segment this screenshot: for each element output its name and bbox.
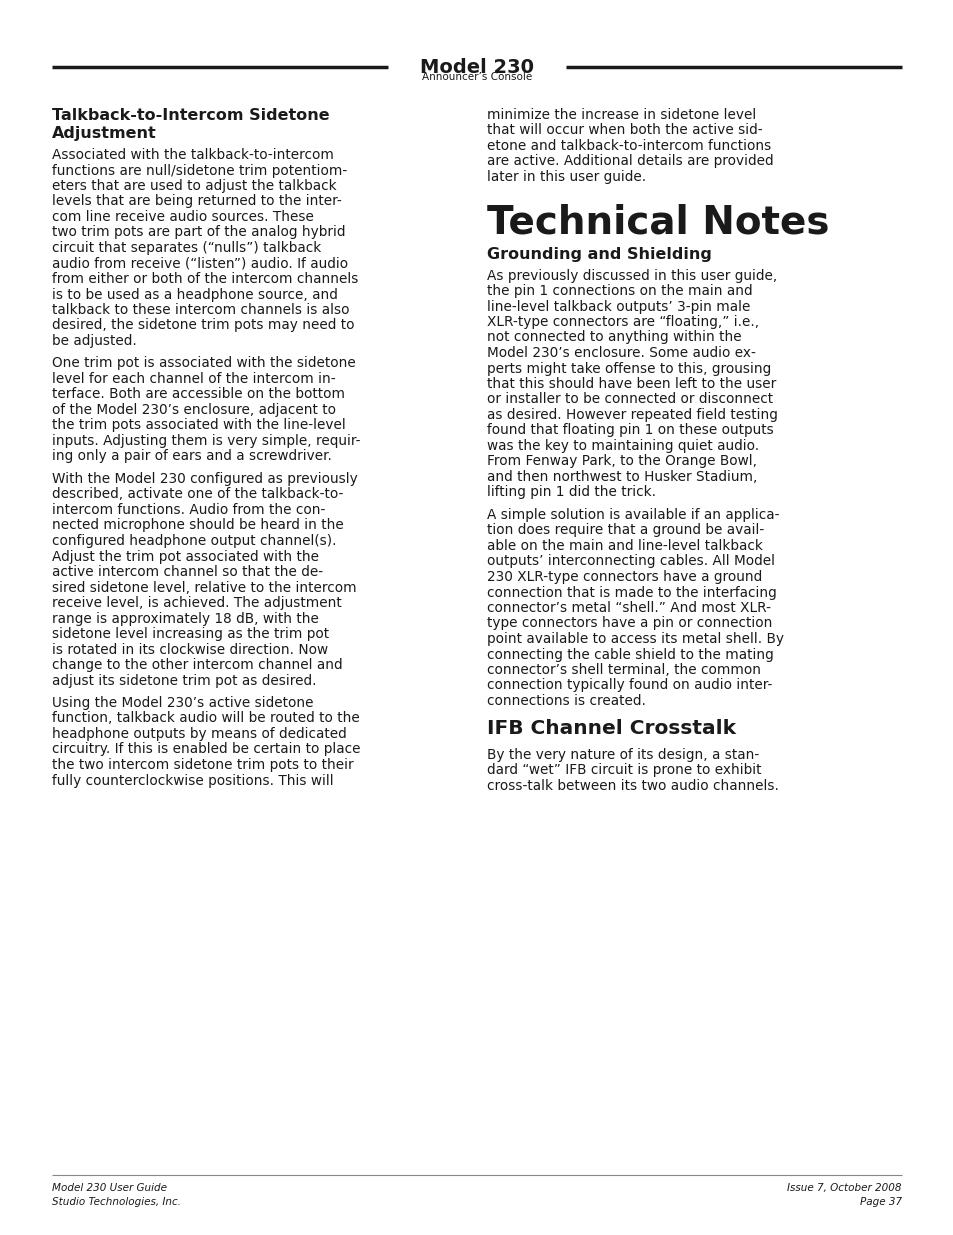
Text: XLR-type connectors are “floating,” i.e.,: XLR-type connectors are “floating,” i.e.… [486,315,759,329]
Text: as desired. However repeated field testing: as desired. However repeated field testi… [486,408,777,422]
Text: Model 230’s enclosure. Some audio ex-: Model 230’s enclosure. Some audio ex- [486,346,755,359]
Text: the two intercom sidetone trim pots to their: the two intercom sidetone trim pots to t… [52,758,354,772]
Text: A simple solution is available if an applica-: A simple solution is available if an app… [486,508,779,522]
Text: perts might take offense to this, grousing: perts might take offense to this, grousi… [486,362,770,375]
Text: inputs. Adjusting them is very simple, requir-: inputs. Adjusting them is very simple, r… [52,433,360,448]
Text: connection that is made to the interfacing: connection that is made to the interfaci… [486,585,776,599]
Text: minimize the increase in sidetone level: minimize the increase in sidetone level [486,107,756,122]
Text: able on the main and line-level talkback: able on the main and line-level talkback [486,538,762,553]
Text: configured headphone output channel(s).: configured headphone output channel(s). [52,534,336,548]
Text: By the very nature of its design, a stan-: By the very nature of its design, a stan… [486,747,759,762]
Text: Page 37: Page 37 [859,1197,901,1207]
Text: line-level talkback outputs’ 3-pin male: line-level talkback outputs’ 3-pin male [486,300,750,314]
Text: two trim pots are part of the analog hybrid: two trim pots are part of the analog hyb… [52,226,345,240]
Text: One trim pot is associated with the sidetone: One trim pot is associated with the side… [52,357,355,370]
Text: As previously discussed in this user guide,: As previously discussed in this user gui… [486,268,777,283]
Text: is to be used as a headphone source, and: is to be used as a headphone source, and [52,288,337,301]
Text: that will occur when both the active sid-: that will occur when both the active sid… [486,124,761,137]
Text: later in this user guide.: later in this user guide. [486,170,645,184]
Text: ing only a pair of ears and a screwdriver.: ing only a pair of ears and a screwdrive… [52,450,332,463]
Text: function, talkback audio will be routed to the: function, talkback audio will be routed … [52,711,359,725]
Text: outputs’ interconnecting cables. All Model: outputs’ interconnecting cables. All Mod… [486,555,774,568]
Text: that this should have been left to the user: that this should have been left to the u… [486,377,776,391]
Text: is rotated in its clockwise direction. Now: is rotated in its clockwise direction. N… [52,642,328,657]
Text: fully counterclockwise positions. This will: fully counterclockwise positions. This w… [52,773,334,788]
Text: Associated with the talkback-to-intercom: Associated with the talkback-to-intercom [52,148,334,162]
Text: are active. Additional details are provided: are active. Additional details are provi… [486,154,773,168]
Text: was the key to maintaining quiet audio.: was the key to maintaining quiet audio. [486,438,759,453]
Text: Studio Technologies, Inc.: Studio Technologies, Inc. [52,1197,181,1207]
Text: audio from receive (“listen”) audio. If audio: audio from receive (“listen”) audio. If … [52,257,348,270]
Text: Using the Model 230’s active sidetone: Using the Model 230’s active sidetone [52,697,314,710]
Text: adjust its sidetone trim pot as desired.: adjust its sidetone trim pot as desired. [52,673,316,688]
Text: range is approximately 18 dB, with the: range is approximately 18 dB, with the [52,611,318,625]
Text: eters that are used to adjust the talkback: eters that are used to adjust the talkba… [52,179,336,193]
Text: be adjusted.: be adjusted. [52,333,136,348]
Text: the trim pots associated with the line-level: the trim pots associated with the line-l… [52,419,345,432]
Text: active intercom channel so that the de-: active intercom channel so that the de- [52,564,323,579]
Text: Announcer’s Console: Announcer’s Console [421,72,532,82]
Text: levels that are being returned to the inter-: levels that are being returned to the in… [52,194,341,209]
Text: tion does require that a ground be avail-: tion does require that a ground be avail… [486,524,763,537]
Text: cross-talk between its two audio channels.: cross-talk between its two audio channel… [486,778,778,793]
Text: com line receive audio sources. These: com line receive audio sources. These [52,210,314,224]
Text: described, activate one of the talkback-to-: described, activate one of the talkback-… [52,488,343,501]
Text: IFB Channel Crosstalk: IFB Channel Crosstalk [486,720,735,739]
Text: point available to access its metal shell. By: point available to access its metal shel… [486,632,783,646]
Text: connector’s metal “shell.” And most XLR-: connector’s metal “shell.” And most XLR- [486,601,770,615]
Text: Talkback-to-Intercom Sidetone: Talkback-to-Intercom Sidetone [52,107,330,124]
Text: found that floating pin 1 on these outputs: found that floating pin 1 on these outpu… [486,424,773,437]
Text: Adjust the trim pot associated with the: Adjust the trim pot associated with the [52,550,318,563]
Text: Issue 7, October 2008: Issue 7, October 2008 [786,1183,901,1193]
Text: dard “wet” IFB circuit is prone to exhibit: dard “wet” IFB circuit is prone to exhib… [486,763,760,777]
Text: sidetone level increasing as the trim pot: sidetone level increasing as the trim po… [52,627,329,641]
Text: functions are null/sidetone trim potentiom-: functions are null/sidetone trim potenti… [52,163,347,178]
Text: and then northwest to Husker Stadium,: and then northwest to Husker Stadium, [486,471,757,484]
Text: lifting pin 1 did the trick.: lifting pin 1 did the trick. [486,485,656,499]
Text: Technical Notes: Technical Notes [486,204,828,242]
Text: etone and talkback-to-intercom functions: etone and talkback-to-intercom functions [486,140,770,153]
Text: circuitry. If this is enabled be certain to place: circuitry. If this is enabled be certain… [52,742,360,757]
Text: connections is created.: connections is created. [486,694,645,708]
Text: change to the other intercom channel and: change to the other intercom channel and [52,658,342,672]
Text: desired, the sidetone trim pots may need to: desired, the sidetone trim pots may need… [52,319,355,332]
Text: receive level, is achieved. The adjustment: receive level, is achieved. The adjustme… [52,597,341,610]
Text: Adjustment: Adjustment [52,126,156,141]
Text: from either or both of the intercom channels: from either or both of the intercom chan… [52,272,358,287]
Text: connection typically found on audio inter-: connection typically found on audio inte… [486,678,772,693]
Text: type connectors have a pin or connection: type connectors have a pin or connection [486,616,772,631]
Text: connector’s shell terminal, the common: connector’s shell terminal, the common [486,663,760,677]
Text: the pin 1 connections on the main and: the pin 1 connections on the main and [486,284,752,298]
Text: 230 XLR-type connectors have a ground: 230 XLR-type connectors have a ground [486,571,761,584]
Text: not connected to anything within the: not connected to anything within the [486,331,740,345]
Text: of the Model 230’s enclosure, adjacent to: of the Model 230’s enclosure, adjacent t… [52,403,335,417]
Text: headphone outputs by means of dedicated: headphone outputs by means of dedicated [52,727,346,741]
Text: circuit that separates (“nulls”) talkback: circuit that separates (“nulls”) talkbac… [52,241,321,254]
Text: Model 230: Model 230 [419,58,534,77]
Text: sired sidetone level, relative to the intercom: sired sidetone level, relative to the in… [52,580,356,594]
Text: terface. Both are accessible on the bottom: terface. Both are accessible on the bott… [52,388,345,401]
Text: connecting the cable shield to the mating: connecting the cable shield to the matin… [486,647,773,662]
Text: With the Model 230 configured as previously: With the Model 230 configured as previou… [52,472,357,487]
Text: talkback to these intercom channels is also: talkback to these intercom channels is a… [52,303,349,317]
Text: Model 230 User Guide: Model 230 User Guide [52,1183,167,1193]
Text: intercom functions. Audio from the con-: intercom functions. Audio from the con- [52,503,325,517]
Text: or installer to be connected or disconnect: or installer to be connected or disconne… [486,393,772,406]
Text: Grounding and Shielding: Grounding and Shielding [486,247,711,263]
Text: nected microphone should be heard in the: nected microphone should be heard in the [52,519,343,532]
Text: level for each channel of the intercom in-: level for each channel of the intercom i… [52,372,335,387]
Text: From Fenway Park, to the Orange Bowl,: From Fenway Park, to the Orange Bowl, [486,454,757,468]
